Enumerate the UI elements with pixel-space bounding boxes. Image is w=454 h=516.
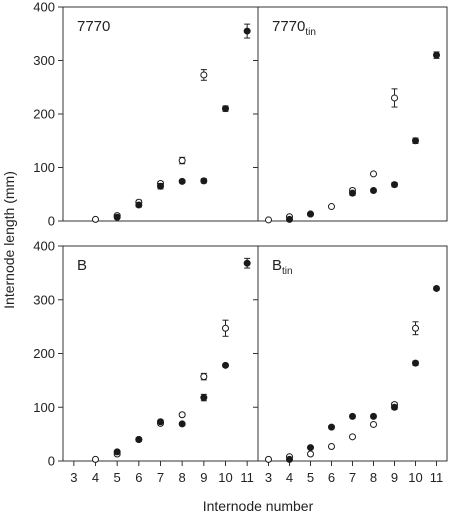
open-data-point bbox=[200, 71, 208, 79]
y-tick-label: 200 bbox=[33, 107, 55, 122]
filled-data-point bbox=[135, 436, 143, 443]
open-data-point bbox=[222, 324, 229, 332]
x-tick-label: 6 bbox=[328, 470, 335, 485]
filled-data-point bbox=[412, 359, 419, 367]
x-tick-label: 4 bbox=[92, 470, 99, 485]
panel-label-subscript: tin bbox=[282, 266, 293, 277]
filled-data-point bbox=[433, 284, 440, 292]
x-tick-label: 3 bbox=[70, 470, 77, 485]
y-tick-label: 200 bbox=[33, 346, 55, 361]
filled-data-point bbox=[307, 210, 314, 218]
filled-data-point bbox=[113, 213, 121, 221]
panel-label-main: B bbox=[77, 257, 87, 274]
x-tick-label: 11 bbox=[430, 470, 444, 485]
filled-data-point bbox=[412, 137, 419, 145]
open-data-point bbox=[200, 373, 208, 381]
open-data-point bbox=[92, 215, 99, 223]
filled-data-point bbox=[391, 403, 398, 411]
filled-data-point bbox=[178, 420, 186, 428]
filled-data-point bbox=[135, 201, 143, 209]
x-tick-label: 5 bbox=[114, 470, 121, 485]
open-data-point bbox=[92, 455, 99, 463]
x-tick-label: 7 bbox=[157, 470, 164, 485]
filled-data-point bbox=[157, 418, 164, 426]
y-tick-label: 400 bbox=[33, 0, 55, 15]
open-data-point bbox=[178, 157, 186, 165]
x-tick-label: 10 bbox=[218, 470, 232, 485]
plot-frame bbox=[257, 245, 448, 462]
x-tick-label: 11 bbox=[240, 470, 254, 485]
filled-data-point bbox=[243, 259, 251, 267]
chart-panel-4: 3 4 5 6 7 8 9 10 11 Btin bbox=[253, 245, 448, 485]
y-tick-label: 300 bbox=[33, 292, 55, 307]
y-tick-label: 100 bbox=[33, 400, 55, 415]
filled-data-point bbox=[222, 361, 229, 369]
x-tick-label: 4 bbox=[286, 470, 293, 485]
x-axis-title: Internode number bbox=[203, 498, 314, 514]
y-tick-label: 100 bbox=[33, 160, 55, 175]
open-data-point bbox=[328, 442, 335, 450]
filled-data-point bbox=[178, 177, 186, 185]
filled-data-point bbox=[370, 412, 377, 420]
x-tick-label: 7 bbox=[349, 470, 356, 485]
open-data-point bbox=[370, 420, 377, 428]
x-tick-label: 5 bbox=[307, 470, 314, 485]
filled-data-point bbox=[222, 105, 229, 113]
panel-label: 7770tin bbox=[272, 18, 316, 38]
filled-data-point bbox=[200, 394, 208, 402]
x-tick-label: 6 bbox=[135, 470, 142, 485]
open-data-point bbox=[349, 433, 356, 441]
filled-data-point bbox=[349, 412, 356, 420]
y-tick-label: 400 bbox=[33, 239, 55, 254]
x-tick-label: 8 bbox=[179, 470, 186, 485]
y-axis-title: Internode length (mm) bbox=[1, 171, 17, 309]
filled-data-point bbox=[328, 423, 335, 431]
filled-data-point bbox=[113, 448, 121, 456]
plot-frame bbox=[62, 245, 259, 462]
panel-label: 7770 bbox=[77, 18, 110, 35]
panel-label-main: B bbox=[272, 257, 282, 274]
filled-data-point bbox=[243, 27, 251, 35]
chart-panel-2: 7770tin bbox=[253, 6, 448, 224]
chart-panel-3: 0 100 200 300 400 3 4 5 6 7 8 9 10 11 B bbox=[33, 239, 259, 485]
panel-label-main: 7770 bbox=[77, 18, 110, 35]
x-tick-label: 10 bbox=[408, 470, 422, 485]
y-tick-label: 0 bbox=[48, 214, 55, 229]
y-tick-label: 0 bbox=[48, 454, 55, 469]
panel-label-main: 7770 bbox=[272, 18, 305, 35]
open-data-point bbox=[370, 170, 377, 178]
open-data-point bbox=[307, 450, 314, 458]
open-data-point bbox=[265, 455, 272, 463]
filled-data-point bbox=[157, 182, 164, 190]
panel-label: Btin bbox=[272, 257, 293, 277]
panel-label: B bbox=[77, 257, 87, 274]
panel-label-subscript: tin bbox=[305, 27, 316, 38]
filled-data-point bbox=[200, 177, 208, 185]
open-data-point bbox=[265, 216, 272, 224]
filled-data-point bbox=[349, 189, 356, 197]
filled-data-point bbox=[307, 444, 314, 452]
x-tick-label: 3 bbox=[265, 470, 272, 485]
open-data-point bbox=[178, 411, 186, 419]
filled-data-point bbox=[286, 455, 293, 463]
open-data-point bbox=[391, 94, 398, 102]
open-data-point bbox=[328, 203, 335, 211]
y-tick-label: 300 bbox=[33, 53, 55, 68]
filled-data-point bbox=[286, 215, 293, 223]
filled-data-point bbox=[433, 51, 440, 59]
filled-data-point bbox=[391, 181, 398, 189]
open-data-point bbox=[412, 324, 419, 332]
x-tick-label: 9 bbox=[391, 470, 398, 485]
filled-data-point bbox=[370, 187, 377, 195]
x-tick-label: 9 bbox=[200, 470, 207, 485]
x-tick-label: 8 bbox=[370, 470, 377, 485]
chart-panel-1: 0 100 200 300 400 7770 bbox=[33, 0, 259, 229]
